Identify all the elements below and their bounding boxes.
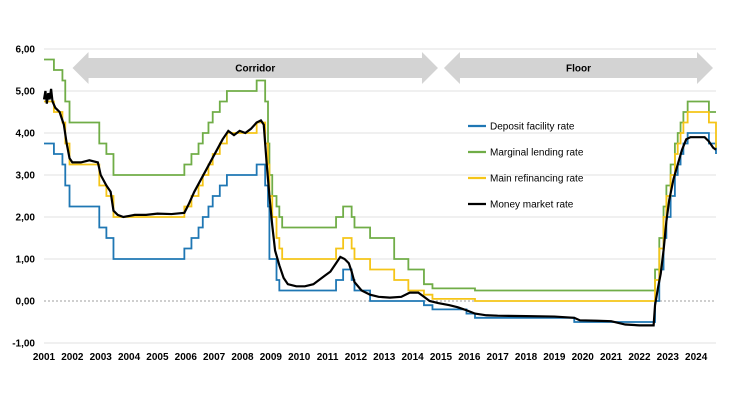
x-tick-label: 2020 <box>572 352 595 363</box>
x-tick-label: 2001 <box>33 352 56 363</box>
regime-arrow <box>72 52 438 84</box>
regime-arrow <box>443 52 713 84</box>
x-tick-label: 2022 <box>628 352 651 363</box>
y-tick-label: 6,00 <box>16 45 36 56</box>
x-tick-label: 2004 <box>118 352 141 363</box>
y-tick-label: -1,00 <box>12 339 35 350</box>
x-tick-label: 2003 <box>90 352 113 363</box>
y-axis-ticks: -1,00 0,00 1,00 2,00 3,00 4,00 5,00 6,00 <box>12 45 35 350</box>
x-tick-label: 2002 <box>61 352 84 363</box>
y-tick-label: 3,00 <box>16 171 36 182</box>
x-tick-label: 2023 <box>657 352 680 363</box>
x-tick-label: 2013 <box>373 352 396 363</box>
gridlines <box>44 48 716 344</box>
x-tick-label: 2009 <box>260 352 283 363</box>
x-tick-label: 2017 <box>487 352 510 363</box>
legend-label: Marginal lending rate <box>490 148 584 159</box>
legend: Deposit facility rate Marginal lending ra… <box>468 122 584 211</box>
x-tick-label: 2011 <box>317 352 339 363</box>
series-line <box>44 58 716 292</box>
series-line <box>42 88 717 327</box>
series-line <box>44 100 717 302</box>
x-tick-label: 2008 <box>231 352 254 363</box>
regime-label: Corridor <box>235 64 275 75</box>
series-lines <box>42 58 717 327</box>
x-tick-label: 2006 <box>175 352 198 363</box>
regime-annotations: Corridor Floor <box>72 52 713 84</box>
x-tick-label: 2005 <box>146 352 169 363</box>
regime-label: Floor <box>566 64 591 75</box>
x-tick-label: 2010 <box>288 352 311 363</box>
x-tick-label: 2015 <box>430 352 453 363</box>
legend-label: Deposit facility rate <box>490 122 575 133</box>
y-tick-label: 2,00 <box>16 213 36 224</box>
x-tick-label: 2007 <box>203 352 226 363</box>
x-tick-label: 2019 <box>543 352 566 363</box>
series-line <box>44 132 717 323</box>
legend-label: Main refinancing rate <box>490 174 584 185</box>
legend-label: Money market rate <box>490 200 574 211</box>
y-tick-label: 0,00 <box>16 297 36 308</box>
x-tick-label: 2012 <box>345 352 368 363</box>
x-tick-label: 2018 <box>515 352 538 363</box>
y-tick-label: 4,00 <box>16 129 36 140</box>
x-tick-label: 2016 <box>458 352 481 363</box>
x-tick-label: 2024 <box>685 352 708 363</box>
y-tick-label: 1,00 <box>16 255 36 266</box>
x-tick-label: 2021 <box>600 352 623 363</box>
x-axis-ticks: 2001 2002 2003 2004 2005 2006 2007 2008 2009 2010… <box>33 352 708 363</box>
x-tick-label: 2014 <box>401 352 424 363</box>
y-tick-label: 5,00 <box>16 87 36 98</box>
